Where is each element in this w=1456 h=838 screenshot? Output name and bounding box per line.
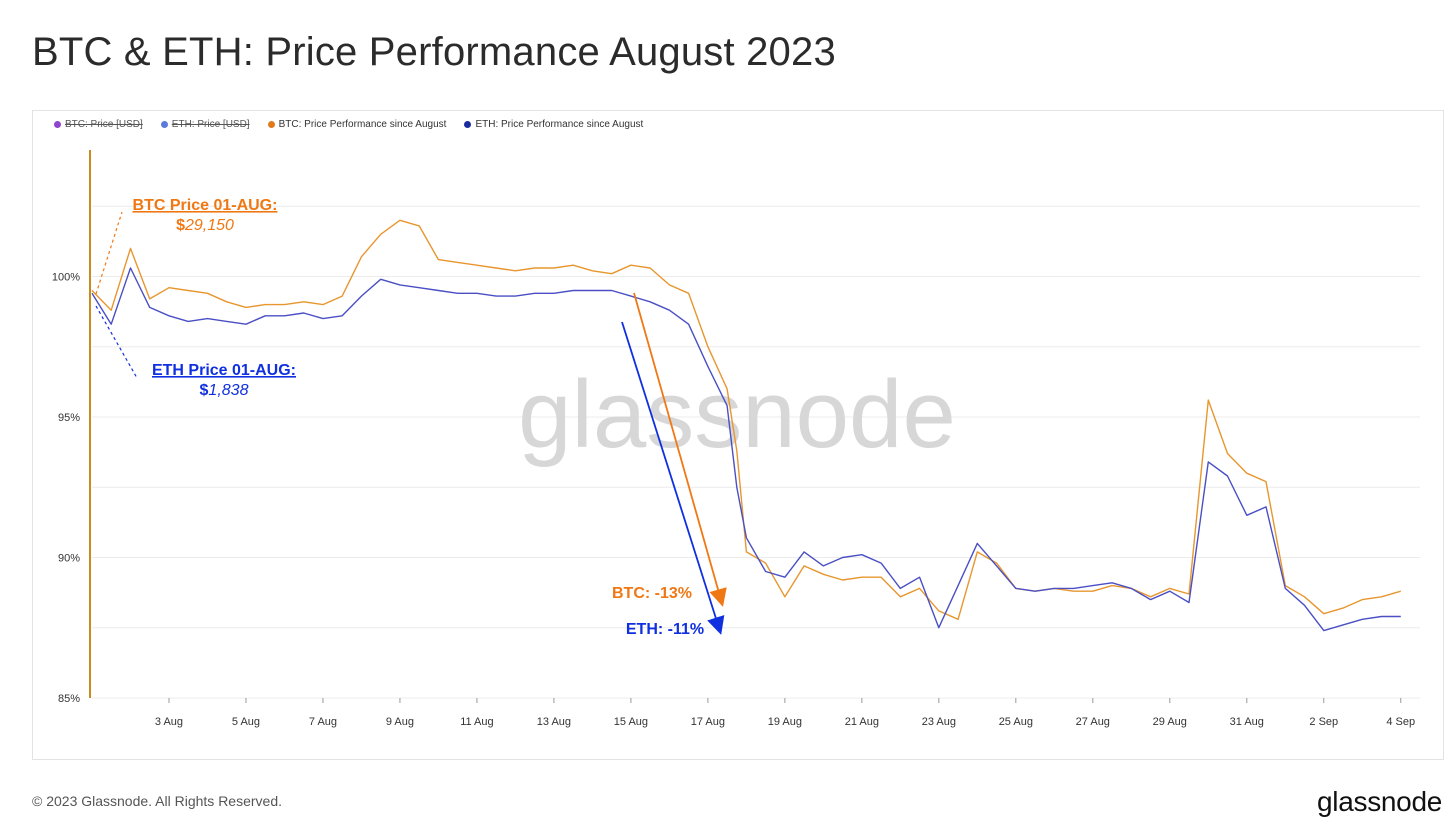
x-tick-label: 25 Aug [999,716,1033,728]
eth-performance-line [91,267,1401,632]
legend-label: ETH: Price Performance since August [475,119,644,130]
x-tick-label: 13 Aug [537,716,571,728]
legend-label: BTC: Price Performance since August [278,119,447,130]
x-tick-label: 31 Aug [1230,716,1264,728]
copyright-footer: © 2023 Glassnode. All Rights Reserved. [32,793,283,809]
x-tick-label: 17 Aug [691,716,725,728]
y-tick-label: 95% [58,412,80,424]
eth-change-label: ETH: -11% [626,621,704,638]
legend-label: ETH: Price [USD] [171,119,250,130]
x-tick-label: 2 Sep [1309,716,1338,728]
btc-start-amount: 29,150 [184,217,234,234]
btc-change-label: BTC: -13% [612,585,692,602]
legend-dot-icon [54,121,61,128]
eth-start-currency: $ [200,382,209,399]
y-tick-label: 85% [58,693,80,705]
legend-item-eth-price[interactable]: ETH: Price [USD] [160,119,250,130]
legend-dot-icon [160,121,168,128]
glassnode-logo: glassnode [1317,786,1442,817]
x-tick-label: 4 Sep [1386,716,1415,728]
y-axis-ticks: 85% 90% 95% 100% [52,271,80,705]
btc-start-title: BTC Price 01-AUG: [133,197,278,214]
x-tick-label: 27 Aug [1076,716,1110,728]
legend-label: BTC: Price [USD] [65,119,143,130]
grid [92,205,1420,699]
y-tick-label: 100% [52,271,80,283]
x-tick-label: 11 Aug [460,716,493,728]
x-tick-label: 19 Aug [768,716,802,728]
btc-drop-arrow [633,292,727,607]
legend-dot-icon [267,121,275,128]
btc-start-value: $29,150 [176,217,234,234]
eth-start-leader-line [95,305,138,379]
x-tick-label: 21 Aug [845,716,879,728]
legend-item-eth-performance[interactable]: ETH: Price Performance since August [464,119,643,130]
x-tick-label: 7 Aug [309,716,337,728]
x-tick-label: 15 Aug [614,716,648,728]
x-tick-label: 29 Aug [1153,716,1187,728]
eth-drop-arrow [621,321,725,635]
btc-performance-line [91,219,1401,620]
x-tick-label: 3 Aug [155,716,183,728]
series-lines [91,219,1401,632]
eth-start-amount: 1,838 [208,382,248,399]
legend-item-btc-price[interactable]: BTC: Price [USD] [54,119,143,130]
eth-start-value: $1,838 [200,382,249,399]
chart-panel [32,110,1444,760]
btc-start-leader-line [95,211,123,295]
btc-start-currency: $ [176,217,185,234]
eth-start-title: ETH Price 01-AUG: [152,362,296,379]
y-tick-label: 90% [58,552,80,564]
x-tick-label: 9 Aug [386,716,414,728]
x-tick-label: 5 Aug [232,716,260,728]
chart-legend: BTC: Price [USD] ETH: Price [USD] BTC: P… [54,119,643,130]
legend-dot-icon [464,121,472,128]
x-tick-label: 23 Aug [922,716,956,728]
page-title: BTC & ETH: Price Performance August 2023 [32,30,836,74]
legend-item-btc-performance[interactable]: BTC: Price Performance since August [267,119,447,130]
x-axis-ticks: 3 Aug 5 Aug 7 Aug 9 Aug 11 Aug 13 Aug 15 Aug 17… [155,698,1415,728]
